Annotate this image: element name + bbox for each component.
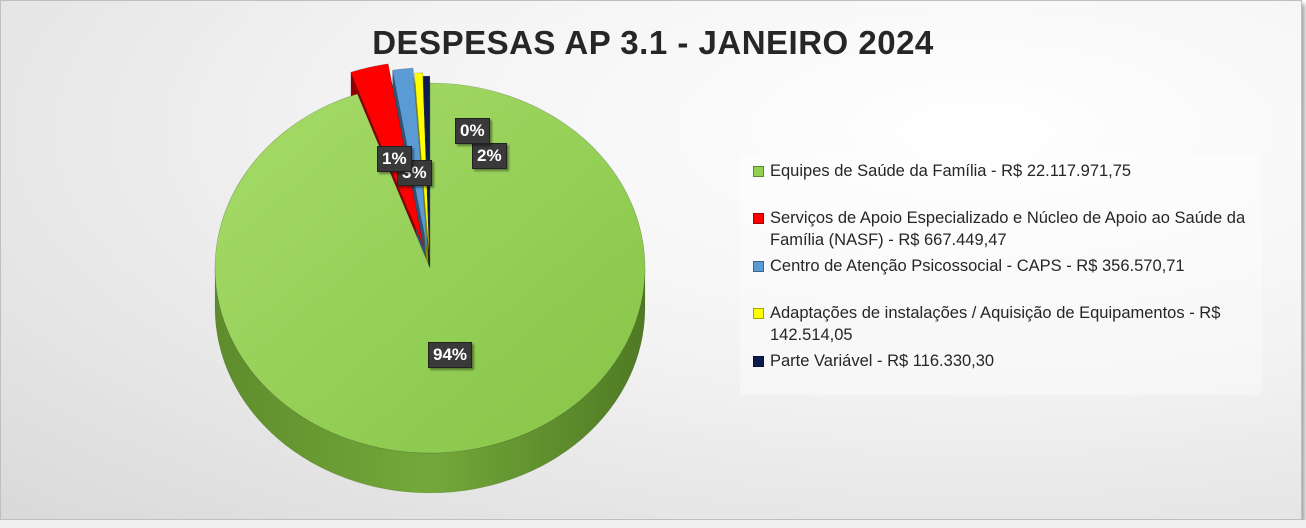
legend-label-servicos: Serviços de Apoio Especializado e Núcleo… bbox=[770, 209, 1246, 249]
legend-label-caps: Centro de Atenção Psicossocial - CAPS - … bbox=[770, 257, 1185, 275]
legend-swatch-equipes bbox=[753, 166, 764, 177]
data-label-adaptacoes: 1% bbox=[377, 146, 412, 172]
legend-swatch-parte-variavel bbox=[753, 356, 764, 367]
legend-label-adaptacoes: Adaptações de instalações / Aquisição de… bbox=[770, 304, 1221, 344]
data-label-equipes: 94% bbox=[428, 342, 473, 368]
legend-label-parte-variavel: Parte Variável - R$ 116.330,30 bbox=[770, 352, 995, 370]
chart-title: DESPESAS AP 3.1 - JANEIRO 2024 bbox=[372, 24, 934, 61]
slice-equipes bbox=[214, 82, 646, 454]
legend-swatch-caps bbox=[753, 261, 764, 272]
legend-label-equipes: Equipes de Saúde da Família - R$ 22.117.… bbox=[770, 162, 1132, 180]
legend: Equipes de Saúde da Família - R$ 22.117.… bbox=[740, 155, 1262, 395]
legend-swatch-adaptacoes bbox=[753, 308, 764, 319]
data-label-parte-variavel: 0% bbox=[455, 118, 490, 144]
bottom-strip bbox=[0, 520, 1306, 528]
legend-swatch-servicos bbox=[753, 213, 764, 224]
data-label-caps: 2% bbox=[472, 143, 507, 169]
